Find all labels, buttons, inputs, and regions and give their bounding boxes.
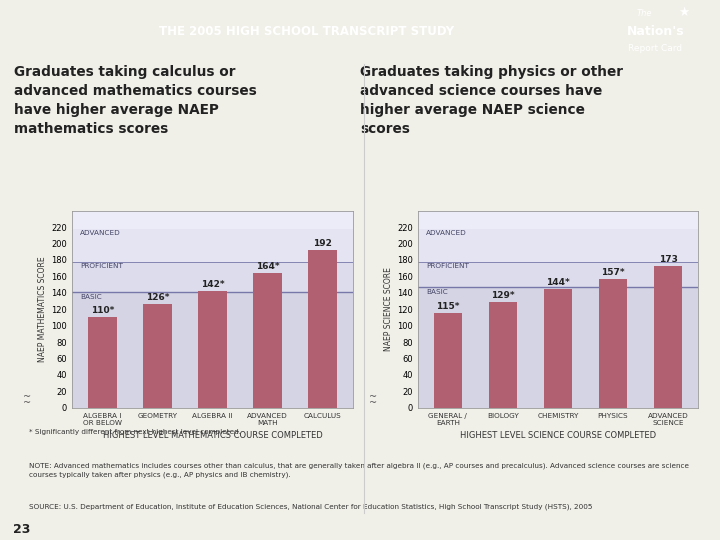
Text: ★: ★: [678, 6, 689, 19]
Text: 110*: 110*: [91, 306, 114, 315]
Bar: [72, 292, 353, 408]
Text: 23: 23: [13, 523, 30, 536]
Bar: [143, 304, 171, 408]
Text: 173: 173: [659, 254, 678, 264]
Bar: [418, 261, 698, 287]
Text: ~: ~: [369, 392, 377, 402]
Bar: [599, 279, 627, 408]
Text: PROFICIENT: PROFICIENT: [81, 263, 123, 269]
Text: 164*: 164*: [256, 262, 279, 271]
Text: 144*: 144*: [546, 279, 570, 287]
Bar: [308, 250, 337, 408]
Y-axis label: NAEP MATHEMATICS SCORE: NAEP MATHEMATICS SCORE: [38, 256, 47, 362]
Text: ADVANCED: ADVANCED: [81, 231, 121, 237]
Bar: [72, 161, 353, 228]
Text: 129*: 129*: [491, 291, 515, 300]
X-axis label: HIGHEST LEVEL SCIENCE COURSE COMPLETED: HIGHEST LEVEL SCIENCE COURSE COMPLETED: [460, 431, 656, 440]
Bar: [489, 302, 517, 408]
Bar: [198, 291, 227, 408]
Text: 142*: 142*: [201, 280, 224, 289]
Text: BASIC: BASIC: [426, 288, 448, 295]
Bar: [418, 228, 698, 261]
X-axis label: HIGHEST LEVEL MATHEMATICS COURSE COMPLETED: HIGHEST LEVEL MATHEMATICS COURSE COMPLET…: [102, 431, 323, 440]
Text: 115*: 115*: [436, 302, 459, 311]
Text: PROFICIENT: PROFICIENT: [426, 263, 469, 269]
Text: * Significantly different from next highest level completed.: * Significantly different from next high…: [29, 429, 240, 435]
Text: 157*: 157*: [601, 268, 625, 276]
Text: THE 2005 HIGH SCHOOL TRANSCRIPT STUDY: THE 2005 HIGH SCHOOL TRANSCRIPT STUDY: [159, 24, 454, 38]
Text: Graduates taking physics or other
advanced science courses have
higher average N: Graduates taking physics or other advanc…: [360, 65, 623, 136]
Bar: [544, 289, 572, 408]
Text: ~: ~: [23, 398, 31, 408]
Bar: [433, 313, 462, 408]
Bar: [72, 261, 353, 292]
Bar: [253, 273, 282, 408]
Text: Report Card: Report Card: [628, 44, 683, 53]
Text: SOURCE: U.S. Department of Education, Institute of Education Sciences, National : SOURCE: U.S. Department of Education, In…: [29, 503, 593, 510]
Text: Graduates taking calculus or
advanced mathematics courses
have higher average NA: Graduates taking calculus or advanced ma…: [14, 65, 257, 136]
Text: ~: ~: [23, 392, 31, 402]
Text: 192: 192: [313, 239, 332, 248]
Text: NOTE: Advanced mathematics includes courses other than calculus, that are genera: NOTE: Advanced mathematics includes cour…: [29, 462, 689, 478]
Bar: [418, 287, 698, 408]
Bar: [88, 318, 117, 408]
Y-axis label: NAEP SCIENCE SCORE: NAEP SCIENCE SCORE: [384, 267, 392, 351]
Text: The: The: [637, 9, 652, 18]
Text: Nation's: Nation's: [626, 24, 684, 38]
Bar: [654, 266, 683, 408]
Text: ADVANCED: ADVANCED: [426, 231, 467, 237]
Bar: [418, 161, 698, 228]
Bar: [72, 228, 353, 261]
Text: 126*: 126*: [145, 293, 169, 302]
Text: ~: ~: [369, 398, 377, 408]
Text: BASIC: BASIC: [81, 294, 102, 300]
